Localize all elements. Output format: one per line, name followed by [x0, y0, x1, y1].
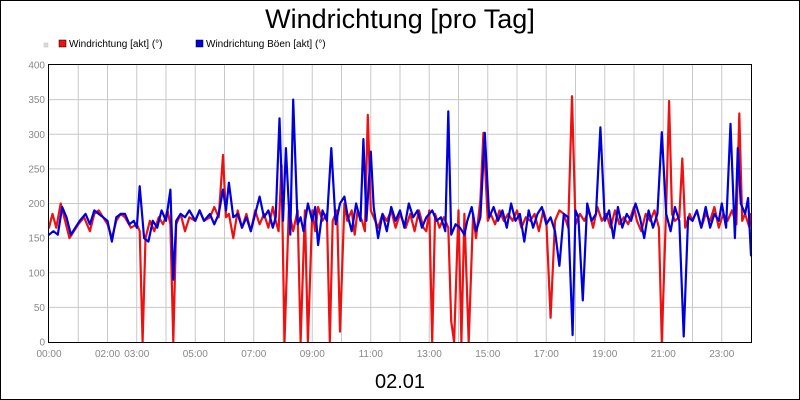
x-tick-label: 11:00	[359, 349, 384, 360]
x-tick-label: 05:00	[183, 349, 208, 360]
x-tick-label: 00:00	[36, 349, 61, 360]
y-tick-label: 300	[28, 130, 45, 141]
x-tick-label: 02:00	[95, 349, 120, 360]
series-line-gust-direction	[47, 98, 753, 338]
x-tick-label: 09:00	[300, 349, 325, 360]
x-tick-label: 19:00	[592, 349, 617, 360]
x-tick-label: 03:00	[124, 349, 149, 360]
y-tick-label: 200	[28, 199, 45, 210]
x-tick-label: 23:00	[709, 349, 734, 360]
chart-title: Windrichtung [pro Tag]	[265, 4, 535, 34]
legend-toggle-marker[interactable]	[43, 42, 49, 48]
plot-frame	[48, 64, 752, 343]
date-label: 02.01	[375, 371, 425, 393]
y-tick-label: 50	[34, 303, 46, 314]
legend-swatch-blue	[195, 39, 204, 48]
y-tick-label: 150	[28, 234, 45, 245]
legend: Windrichtung [akt] (°) Windrichtung Böen…	[43, 39, 326, 50]
y-tick-label: 100	[28, 268, 45, 279]
legend-label-gust-direction: Windrichtung Böen [akt] (°)	[206, 39, 326, 50]
y-tick-label: 400	[28, 61, 45, 72]
axis-labels: 0 50 100 150 200 250 300 350 400 00:00 02:00 03:00 0…	[28, 61, 734, 361]
x-tick-label: 15:00	[475, 349, 500, 360]
y-tick-label: 350	[28, 95, 45, 106]
legend-label-wind-direction: Windrichtung [akt] (°)	[69, 39, 162, 50]
x-tick-label: 17:00	[534, 349, 559, 360]
x-tick-label: 07:00	[241, 349, 266, 360]
y-tick-label: 250	[28, 164, 45, 175]
x-tick-label: 21:00	[651, 349, 676, 360]
plot-series	[47, 95, 753, 344]
x-tick-label: 13:00	[417, 349, 442, 360]
legend-swatch-red	[58, 39, 67, 48]
y-tick-label: 0	[39, 338, 45, 349]
